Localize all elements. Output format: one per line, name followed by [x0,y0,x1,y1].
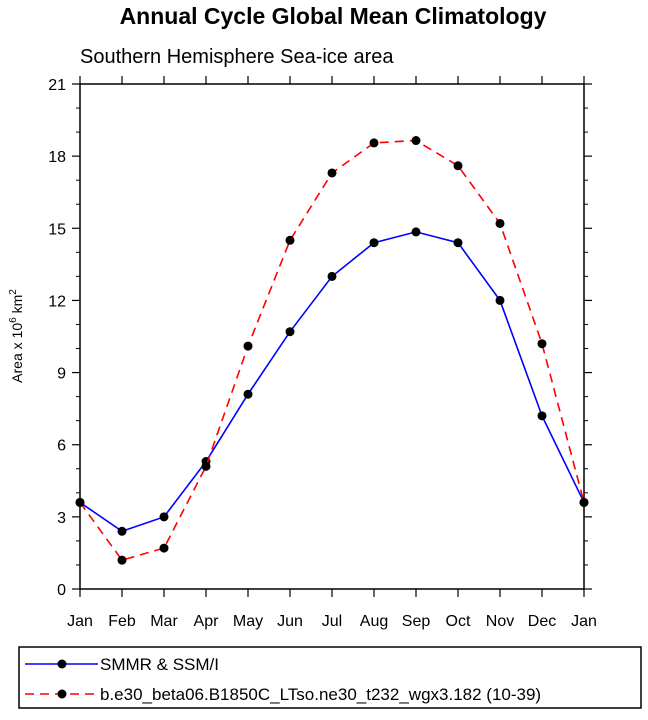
y-tick-label: 0 [57,582,66,599]
series-2-point [117,555,127,565]
series-2 [75,136,589,565]
series-line-2 [79,139,585,562]
x-tick-label: Dec [528,613,556,630]
x-tick-label: Mar [150,613,178,630]
legend-marker-2 [57,689,67,699]
x-tick-label: Nov [486,613,514,630]
legend-entry-1: SMMR & SSM/I [25,655,219,674]
series-2-point [369,138,379,148]
legend-label-1: SMMR & SSM/I [100,655,219,674]
series-2-point [327,168,337,178]
x-tick-label: Jan [571,613,597,630]
series-1 [75,227,589,536]
y-tick-labels: 0 3 6 9 12 15 18 21 [48,77,66,599]
plot-frame [79,83,585,590]
series-2-point [285,235,295,245]
series-1-point [327,271,337,281]
legend-label-2: b.e30_beta06.B1850C_LTso.ne30_t232_wgx3.… [100,685,541,704]
x-tick-labels: Jan Feb Mar Apr May Jun Jul Aug Sep Oct Nov Dec Jan [67,613,597,630]
x-tick-label: Jul [322,613,342,630]
axis-ticks [72,76,592,597]
y-tick-label: 9 [57,366,66,383]
x-tick-label: May [233,613,263,630]
series-1-point [117,526,127,536]
series-1-point [243,389,253,399]
y-tick-label: 15 [48,221,66,238]
y-tick-label: 18 [48,149,66,166]
series-1-point [453,238,463,248]
x-tick-label: Apr [194,613,220,630]
svg-text:Area x 106 km2: Area x 106 km2 [8,289,25,383]
series-1-point [495,295,505,305]
y-axis-label-main: Area x 10 [9,323,25,383]
legend-box [18,646,642,709]
y-axis-label: Area x 106 km2 [8,289,25,383]
y-tick-label: 3 [57,510,66,527]
series-2-point [201,461,211,471]
series-2-point [411,136,421,146]
y-axis-label-exponent: 6 [8,317,19,323]
series-2-point [159,543,169,553]
legend-marker-1 [57,659,67,669]
series-2-point [453,161,463,171]
legend: SMMR & SSM/I b.e30_beta06.B1850C_LTso.ne3… [25,655,541,704]
series-2-point [537,339,547,349]
series-1-point [537,411,547,421]
series-1-point [285,327,295,337]
y-tick-label: 6 [57,438,66,455]
y-tick-label: 21 [48,77,66,94]
y-tick-label: 12 [48,293,66,310]
series-1-point [159,512,169,522]
x-tick-label: Feb [108,613,136,630]
x-tick-label: Sep [402,613,431,630]
x-tick-label: Jan [67,613,93,630]
y-axis-label-unit: km [9,295,25,318]
x-tick-label: Jun [277,613,303,630]
x-tick-label: Oct [446,613,471,630]
series-1-point [369,238,379,248]
chart-subtitle: Southern Hemisphere Sea-ice area [80,46,394,68]
y-axis-label-unit-exponent: 2 [8,289,19,295]
legend-entry-2: b.e30_beta06.B1850C_LTso.ne30_t232_wgx3.… [25,685,541,704]
series-2-point [243,341,253,351]
chart-title: Annual Cycle Global Mean Climatology [120,3,547,29]
series-layer [75,136,589,565]
x-tick-label: Aug [360,613,388,630]
series-2-point [495,218,505,228]
series-1-point [411,227,421,237]
